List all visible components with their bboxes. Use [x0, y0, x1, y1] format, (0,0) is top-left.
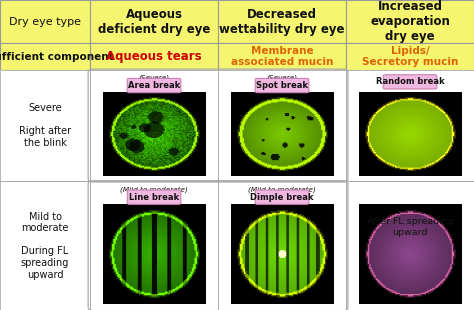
Text: Decreased
wettability dry eye: Decreased wettability dry eye [219, 8, 345, 36]
FancyBboxPatch shape [383, 75, 437, 89]
Text: Insufficient component: Insufficient component [0, 51, 113, 62]
Bar [346, 43, 474, 70]
FancyBboxPatch shape [255, 190, 309, 204]
Text: (Severe): (Severe) [138, 75, 170, 81]
Bar [218, 70, 346, 181]
Bar [90, 70, 218, 181]
Text: After FL spreading
upward: After FL spreading upward [366, 217, 454, 237]
Bar [90, 0, 218, 43]
Bar [346, 70, 474, 181]
Text: Membrane
associated mucin: Membrane associated mucin [231, 46, 333, 67]
Text: Line break: Line break [129, 193, 179, 202]
Bar [218, 0, 346, 43]
Bar [346, 181, 474, 310]
Bar [0, 181, 90, 310]
Bar [218, 43, 346, 70]
Text: Lipids/
Secretory mucin: Lipids/ Secretory mucin [362, 46, 458, 67]
Bar [346, 0, 474, 43]
Bar [0, 0, 90, 43]
Bar [346, 182, 474, 310]
Bar [0, 70, 90, 181]
Text: Severe

Right after
the blink: Severe Right after the blink [19, 103, 71, 148]
Bar [218, 181, 346, 310]
Bar [0, 43, 90, 70]
Bar [91, 70, 218, 181]
Text: (Severe): (Severe) [266, 75, 298, 81]
Bar [219, 70, 346, 181]
Text: (Mild to moderate): (Mild to moderate) [248, 186, 316, 193]
Bar [0, 70, 90, 181]
Text: Increased
evaporation
dry eye: Increased evaporation dry eye [370, 0, 450, 43]
Text: Mild to
moderate

During FL
spreading
upward: Mild to moderate During FL spreading upw… [21, 212, 69, 280]
Bar [0, 182, 90, 310]
FancyBboxPatch shape [127, 78, 181, 93]
Text: Random break: Random break [376, 77, 444, 86]
Bar [219, 182, 346, 310]
Bar [91, 182, 218, 310]
FancyBboxPatch shape [127, 190, 181, 204]
FancyBboxPatch shape [255, 78, 309, 93]
Text: Aqueous
deficient dry eye: Aqueous deficient dry eye [98, 8, 210, 36]
Text: Area break: Area break [128, 81, 180, 90]
Text: Aqueous tears: Aqueous tears [106, 50, 202, 63]
Bar [90, 43, 218, 70]
Bar [90, 181, 218, 310]
Text: (Mild to moderate): (Mild to moderate) [120, 186, 188, 193]
Text: Dimple break: Dimple break [250, 193, 314, 202]
Bar [0, 70, 474, 310]
Text: Dry eye type: Dry eye type [9, 17, 81, 27]
Text: Spot break: Spot break [256, 81, 308, 90]
Bar [346, 70, 474, 181]
